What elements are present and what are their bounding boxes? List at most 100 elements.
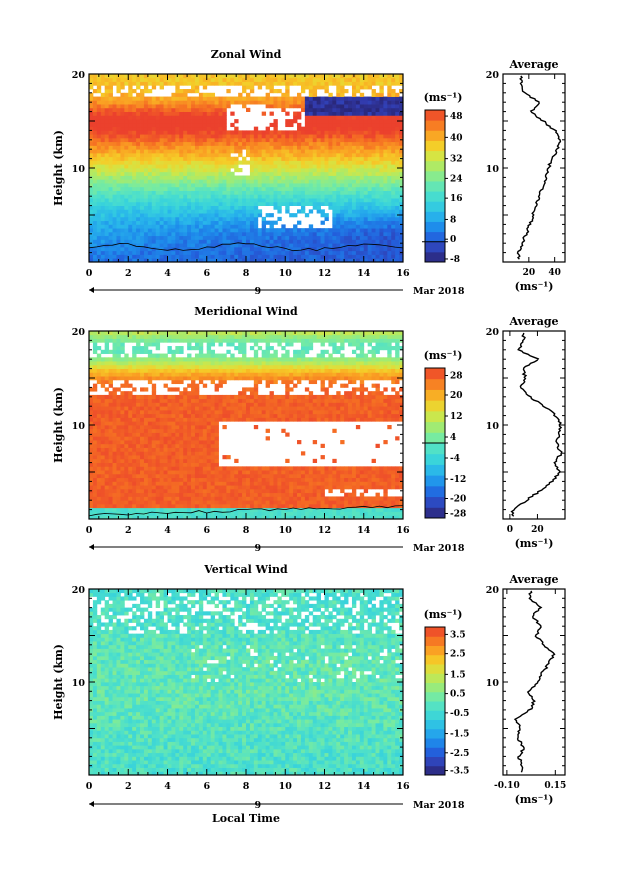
heatmap-cell [124,149,129,154]
heatmap-cell [277,74,282,79]
heatmap-cell [304,213,310,218]
heatmap-cell [120,440,125,445]
heatmap-cell [136,368,141,373]
heatmap-cell [155,432,161,437]
heatmap-cell [265,96,270,101]
heatmap-cell [175,194,180,199]
heatmap-cell [367,156,373,161]
heatmap-cell [214,198,219,203]
heatmap-cell [112,503,117,509]
heatmap-cell [96,164,102,169]
heatmap-cell [147,122,153,128]
heatmap-cell [159,515,164,520]
heatmap-cell [155,376,161,381]
heatmap-cell [304,243,310,248]
heatmap-cell [265,104,270,109]
heatmap-cell [100,394,106,400]
heatmap-cell [104,186,110,191]
heatmap-cell [363,126,369,131]
heatmap-cell [120,137,125,143]
heatmap-cell [100,152,106,158]
heatmap-cell [359,224,365,229]
heatmap-cell [136,507,141,512]
heatmap-cell [104,338,110,343]
heatmap-cell [304,258,310,263]
heatmap-cell [222,194,227,199]
heatmap-cell [159,119,164,124]
heatmap-cell [210,149,216,154]
heatmap-cell [246,100,251,105]
heatmap-cell [198,250,204,255]
heatmap-cell [140,421,145,426]
heatmap-cell [387,224,392,229]
heatmap-cell [316,100,321,105]
heatmap-cell [92,96,98,101]
heatmap-cell [206,74,212,79]
heatmap-cell [238,224,243,229]
heatmap-cell [136,428,141,433]
heatmap-cell [383,246,388,252]
heatmap-cell [167,455,172,460]
heatmap-cell [312,111,318,116]
colorbar-segment [425,160,445,172]
heatmap-cell [155,119,161,124]
heatmap-cell [151,152,157,158]
heatmap-cell [253,77,259,82]
heatmap-cell [367,164,373,169]
heatmap-cell [159,425,164,430]
heatmap-cell [147,447,153,452]
heatmap-cell [348,179,353,184]
heatmap-cell [206,145,212,150]
heatmap-cell [155,492,161,497]
heatmap-cell [175,417,180,422]
heatmap-cell [379,213,384,218]
heatmap-cell [273,168,278,173]
heatmap-cell [120,171,125,176]
heatmap-cell [269,111,274,116]
heatmap-cell [300,149,306,154]
heatmap-cell [171,372,176,377]
heatmap-cell [136,186,141,191]
heatmap-cell [355,239,361,244]
heatmap-cell [375,224,380,229]
heatmap-cell [399,149,404,154]
heatmap-cell [351,96,357,101]
heatmap-cell [143,224,149,229]
heatmap-cell [202,81,208,86]
heatmap-cell [147,402,153,407]
heatmap-cell [367,115,373,120]
heatmap-cell [143,81,149,86]
heatmap-cell [355,250,361,255]
heatmap-cell [163,383,168,388]
heatmap-cell [124,137,129,143]
heatmap-cell [261,194,267,199]
heatmap-cell [371,126,376,131]
heatmap-cell [147,258,153,263]
heatmap-cell [159,104,164,109]
heatmap-cell [163,164,168,169]
heatmap-cell [312,183,318,188]
heatmap-cell [120,402,125,407]
heatmap-cell [187,107,192,112]
heatmap-cell [246,250,251,255]
heatmap-cell [124,488,129,494]
heatmap-cell [234,239,239,244]
heatmap-cell [230,183,235,188]
heatmap-cell [312,149,318,154]
heatmap-cell [89,402,94,407]
heatmap-cell [104,379,110,385]
heatmap-cell [297,186,302,191]
heatmap-cell [179,402,184,407]
heatmap-cell [336,107,341,112]
heatmap-cell [171,235,176,240]
heatmap-cell [159,254,164,259]
heatmap-cell [399,96,404,101]
heatmap-cell [159,175,164,180]
heatmap-cell [359,186,365,191]
heatmap-cell [92,481,98,486]
heatmap-cell [108,92,113,97]
heatmap-cell [379,220,384,225]
heatmap-cell [159,81,164,86]
heatmap-cell [265,228,270,233]
heatmap-cell [206,186,212,191]
